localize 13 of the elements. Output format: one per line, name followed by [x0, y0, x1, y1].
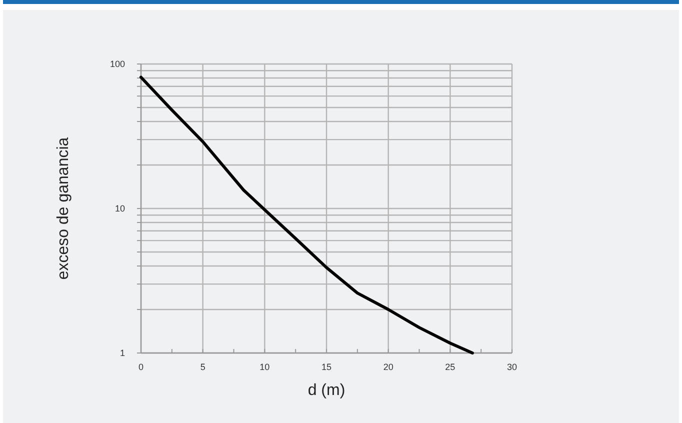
y-tick-label: 10 — [114, 204, 125, 214]
x-tick-label: 25 — [445, 362, 456, 372]
x-tick-label: 20 — [383, 362, 394, 372]
x-tick-label: 15 — [321, 362, 332, 372]
x-axis-title: d (m) — [308, 382, 346, 399]
y-axis-title: exceso de ganancia — [55, 137, 72, 280]
x-tick-label: 10 — [260, 362, 270, 372]
x-tick-label: 30 — [506, 362, 518, 372]
y-tick-label: 100 — [110, 59, 125, 70]
x-tick-label: 5 — [200, 362, 206, 372]
x-tick-label: 0 — [138, 362, 144, 372]
y-tick-label: 1 — [120, 348, 125, 358]
line-series — [140, 76, 474, 354]
